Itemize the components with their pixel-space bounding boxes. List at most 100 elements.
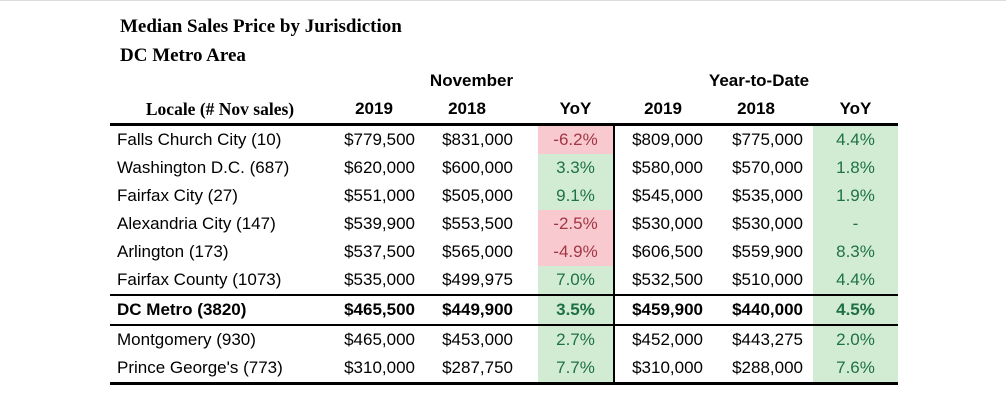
spacer-cell <box>806 126 813 154</box>
group-header-november: November <box>429 71 514 90</box>
empty-cell <box>110 67 330 95</box>
spacer-cell <box>806 182 813 210</box>
locale-cell: Alexandria City (147) <box>117 214 276 233</box>
column-header-nov-yoy: YoY <box>538 95 613 126</box>
spacer-cell <box>516 354 538 385</box>
spacer-cell <box>806 210 813 238</box>
nov-2018-cell: $505,000 <box>442 186 513 205</box>
empty-cell <box>613 67 620 95</box>
nov-2018-cell: $600,000 <box>442 158 513 177</box>
nov-2019-cell: $310,000 <box>330 354 418 385</box>
spacer-cell <box>516 326 538 354</box>
locale-cell: Falls Church City (10) <box>117 130 282 149</box>
column-header-nov-2018: 2018 <box>418 95 516 126</box>
ytd-2018-cell: $288,000 <box>706 354 806 385</box>
nov-yoy-cell: -4.9% <box>538 238 613 266</box>
nov-yoy-cell: 2.7% <box>538 326 613 354</box>
column-header-ytd-2018: 2018 <box>706 95 806 126</box>
nov-2018-cell: $499,975 <box>442 270 513 289</box>
spacer-cell <box>516 95 538 126</box>
ytd-2019-cell: $459,900 <box>620 294 706 326</box>
ytd-yoy-cell: 7.6% <box>813 354 898 385</box>
nov-2019-cell: $537,500 <box>344 242 415 261</box>
spacer-cell <box>516 154 538 182</box>
nov-yoy-cell: 7.7% <box>538 354 613 385</box>
column-header-locale: Locale (# Nov sales) <box>110 95 330 126</box>
ytd-2019-cell: $606,500 <box>632 242 703 261</box>
ytd-yoy-cell: - <box>813 210 898 238</box>
nov-2018-cell: $287,750 <box>418 354 516 385</box>
group-header-year-to-date: Year-to-Date <box>708 71 810 90</box>
ytd-2018-cell: $530,000 <box>732 214 803 233</box>
column-header-ytd-yoy: YoY <box>813 95 898 126</box>
locale-cell: Washington D.C. (687) <box>117 158 290 177</box>
locale-cell: Prince George's (773) <box>110 354 330 385</box>
ytd-2019-cell: $580,000 <box>632 158 703 177</box>
ytd-2019-cell: $452,000 <box>632 330 703 349</box>
ytd-2018-cell: $440,000 <box>706 294 806 326</box>
nov-yoy-cell: -2.5% <box>538 210 613 238</box>
ytd-2018-cell: $559,900 <box>732 242 803 261</box>
ytd-yoy-cell: 4.4% <box>813 126 898 154</box>
nov-2018-cell: $553,500 <box>442 214 513 233</box>
divider-cell <box>613 238 620 266</box>
title-block: Median Sales Price by Jurisdiction DC Me… <box>120 12 402 70</box>
nov-2019-cell: $551,000 <box>344 186 415 205</box>
locale-cell: Montgomery (930) <box>117 330 256 349</box>
locale-header-bold: Locale <box>145 99 196 119</box>
spacer-cell <box>806 326 813 354</box>
nov-yoy-cell: 9.1% <box>538 182 613 210</box>
page-subtitle: DC Metro Area <box>120 45 246 66</box>
divider-cell <box>613 95 620 126</box>
spacer-cell <box>516 294 538 326</box>
nov-yoy-cell: 7.0% <box>538 266 613 294</box>
column-header-ytd-2019: 2019 <box>620 95 706 126</box>
page-title: Median Sales Price by Jurisdiction <box>120 16 402 37</box>
nov-2019-cell: $539,900 <box>344 214 415 233</box>
nov-2018-cell: $565,000 <box>442 242 513 261</box>
ytd-2019-cell: $530,000 <box>632 214 703 233</box>
ytd-yoy-cell: 8.3% <box>813 238 898 266</box>
nov-yoy-cell: 3.3% <box>538 154 613 182</box>
divider-cell <box>613 210 620 238</box>
ytd-2018-cell: $443,275 <box>732 330 803 349</box>
spacer-cell <box>516 182 538 210</box>
divider-cell <box>613 182 620 210</box>
ytd-yoy-cell: 4.4% <box>813 266 898 294</box>
locale-header-regular: (# Nov sales) <box>195 99 295 119</box>
spacer-cell <box>806 294 813 326</box>
ytd-2019-cell: $310,000 <box>620 354 706 385</box>
spacer-cell <box>806 154 813 182</box>
nov-2018-cell: $453,000 <box>442 330 513 349</box>
nov-2018-cell: $449,900 <box>418 294 516 326</box>
nov-yoy-cell: -6.2% <box>538 126 613 154</box>
ytd-yoy-cell: 2.0% <box>813 326 898 354</box>
ytd-2018-cell: $775,000 <box>732 130 803 149</box>
ytd-2018-cell: $510,000 <box>732 270 803 289</box>
divider-cell <box>613 266 620 294</box>
locale-cell: DC Metro (3820) <box>110 294 330 326</box>
median-sales-price-table: November Year-to-Date Locale (# Nov sale… <box>110 67 898 385</box>
nov-2019-cell: $465,500 <box>330 294 418 326</box>
column-header-nov-2019: 2019 <box>330 95 418 126</box>
locale-cell: Arlington (173) <box>117 242 229 261</box>
locale-cell: Fairfax City (27) <box>117 186 238 205</box>
ytd-2019-cell: $809,000 <box>632 130 703 149</box>
divider-cell <box>613 154 620 182</box>
ytd-2019-cell: $532,500 <box>632 270 703 289</box>
ytd-2019-cell: $545,000 <box>632 186 703 205</box>
nov-2019-cell: $465,000 <box>344 330 415 349</box>
spacer-cell <box>806 95 813 126</box>
ytd-2018-cell: $570,000 <box>732 158 803 177</box>
divider-cell <box>613 354 620 385</box>
locale-cell: Fairfax County (1073) <box>117 270 282 289</box>
spacer-cell <box>516 266 538 294</box>
ytd-yoy-cell: 4.5% <box>813 294 898 326</box>
spacer-cell <box>806 238 813 266</box>
nov-2019-cell: $535,000 <box>344 270 415 289</box>
ytd-2018-cell: $535,000 <box>732 186 803 205</box>
divider-cell <box>613 294 620 326</box>
divider-cell <box>613 126 620 154</box>
nov-2019-cell: $620,000 <box>344 158 415 177</box>
